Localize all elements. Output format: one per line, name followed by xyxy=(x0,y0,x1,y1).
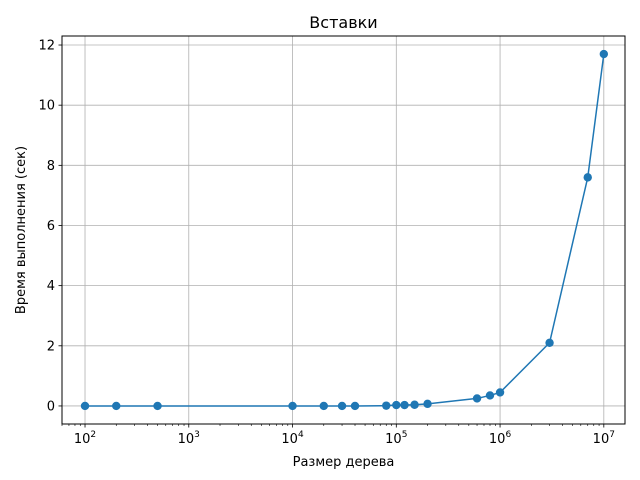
y-tick-label: 4 xyxy=(47,279,55,294)
x-tick-label: 104 xyxy=(281,430,304,447)
series-layer xyxy=(80,49,609,411)
data-point xyxy=(583,173,592,182)
data-point xyxy=(392,400,401,410)
data-point xyxy=(545,338,554,347)
data-point xyxy=(337,401,347,411)
data-point xyxy=(400,400,409,410)
y-tick-label: 12 xyxy=(38,39,55,54)
data-point xyxy=(599,49,609,59)
data-point xyxy=(495,388,505,397)
y-tick-label: 8 xyxy=(47,159,55,174)
x-tick-label: 106 xyxy=(489,430,512,447)
y-tick-label: 6 xyxy=(47,219,55,234)
data-point xyxy=(153,401,162,411)
grid xyxy=(62,36,625,424)
data-point xyxy=(350,401,360,411)
x-tick-label: 107 xyxy=(593,430,615,447)
y-tick-label: 0 xyxy=(47,399,55,414)
x-tick-label: 102 xyxy=(74,430,96,447)
y-axis-label: Время выполнения (сек) xyxy=(14,146,29,314)
ticks: 0 2 4 6 8 10 12 102 103 104 105 106 107 xyxy=(38,39,615,447)
plot-frame xyxy=(61,35,626,425)
y-tick-label: 2 xyxy=(47,339,55,354)
x-tick-label: 103 xyxy=(178,430,200,447)
data-point xyxy=(112,401,121,411)
data-point xyxy=(319,401,328,411)
data-point xyxy=(80,401,90,411)
data-point xyxy=(410,400,419,409)
data-point xyxy=(472,394,482,403)
y-tick-label: 10 xyxy=(38,99,55,114)
chart-title: Вставки xyxy=(309,13,377,32)
data-point xyxy=(485,391,495,400)
data-point xyxy=(288,401,297,411)
x-tick-label: 105 xyxy=(385,430,407,447)
data-point xyxy=(382,401,391,410)
x-axis-label: Размер дерева xyxy=(293,455,395,470)
data-point xyxy=(423,399,432,409)
